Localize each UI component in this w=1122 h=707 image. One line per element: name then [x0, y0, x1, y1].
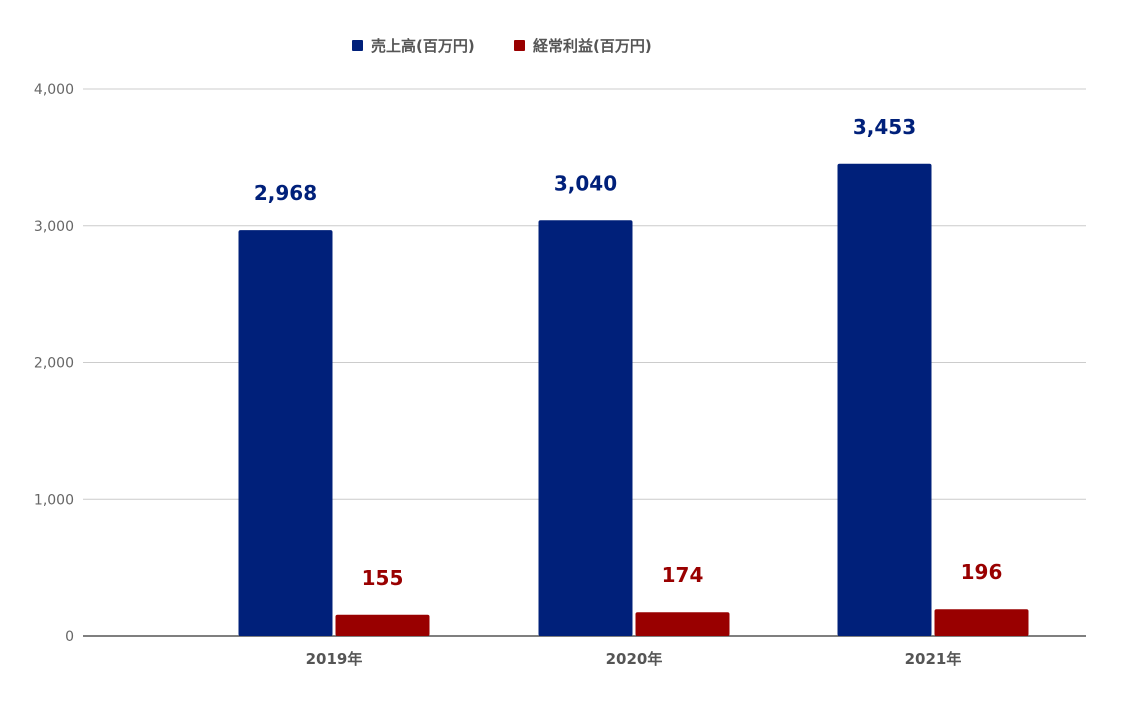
x-axis-labels: 2019年 2020年 2021年 — [306, 650, 962, 668]
data-label-profit-2: 196 — [961, 560, 1003, 584]
data-label-sales-2: 3,453 — [853, 115, 916, 139]
bar-sales-2 — [837, 163, 932, 636]
data-label-sales-1: 3,040 — [554, 171, 617, 195]
bar-profit-2 — [934, 609, 1029, 636]
data-label-profit-1: 174 — [662, 563, 704, 587]
legend-label: 経常利益(百万円) — [533, 37, 652, 55]
bar-sales-1 — [538, 220, 633, 636]
y-tick-label: 2,000 — [34, 356, 74, 372]
y-tick-label: 3,000 — [34, 219, 74, 235]
y-axis-ticks: 0 1,000 2,000 3,000 4,000 — [34, 82, 74, 645]
data-labels: 2,968 155 3,040 174 3,453 196 — [254, 115, 1003, 590]
y-tick-label: 1,000 — [34, 492, 74, 508]
x-tick-label: 2019年 — [306, 650, 363, 668]
bar-sales-0 — [238, 230, 333, 636]
y-tick-label: 4,000 — [34, 82, 74, 98]
data-label-profit-0: 155 — [362, 566, 404, 590]
data-label-sales-0: 2,968 — [254, 181, 317, 205]
x-tick-label: 2021年 — [905, 650, 962, 668]
legend-swatch — [514, 40, 525, 51]
bar-profit-0 — [335, 614, 430, 636]
legend: 売上高(百万円) 経常利益(百万円) — [352, 37, 652, 55]
y-tick-label: 0 — [65, 629, 74, 645]
legend-swatch — [352, 40, 363, 51]
x-tick-label: 2020年 — [606, 650, 663, 668]
bar-profit-1 — [635, 612, 730, 636]
bars — [238, 163, 1029, 636]
legend-label: 売上高(百万円) — [371, 37, 475, 55]
